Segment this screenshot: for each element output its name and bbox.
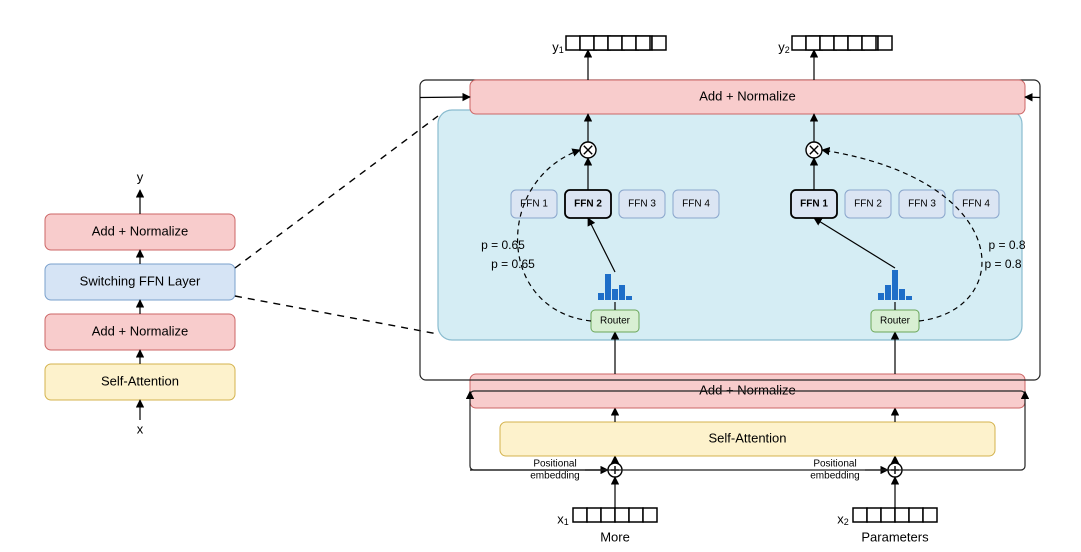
x-label-0: x1	[557, 511, 569, 527]
y-label-0: y1	[552, 39, 564, 55]
y-label-1: y2	[778, 39, 790, 55]
svg-text:p = 0.65: p = 0.65	[491, 257, 535, 271]
p-label-1: p = 0.8	[988, 238, 1025, 252]
svg-text:FFN 4: FFN 4	[682, 199, 710, 210]
svg-text:Self-Attention: Self-Attention	[101, 373, 179, 388]
svg-text:Add + Normalize: Add + Normalize	[92, 323, 188, 338]
svg-text:Add + Normalize: Add + Normalize	[92, 223, 188, 238]
x-label-1: x2	[837, 511, 849, 527]
svg-text:FFN 3: FFN 3	[908, 199, 936, 210]
svg-text:Positional: Positional	[813, 459, 856, 470]
svg-text:Add + Normalize: Add + Normalize	[699, 88, 795, 103]
svg-text:p = 0.8: p = 0.8	[984, 257, 1021, 271]
svg-text:y: y	[137, 169, 144, 184]
svg-text:x: x	[137, 421, 144, 436]
svg-text:Positional: Positional	[533, 459, 576, 470]
zoom-line-top	[235, 116, 438, 268]
y-tokens-1	[792, 36, 876, 50]
input-tokens-1	[853, 508, 937, 522]
svg-text:Switching FFN Layer: Switching FFN Layer	[80, 273, 201, 288]
word-1: Parameters	[861, 529, 929, 544]
svg-text:Self-Attention: Self-Attention	[708, 430, 786, 445]
zoom-line-bottom	[235, 296, 438, 334]
svg-text:Router: Router	[600, 316, 631, 327]
svg-text:embedding: embedding	[810, 471, 859, 482]
svg-text:FFN 2: FFN 2	[574, 199, 602, 210]
switching-ffn-panel	[438, 110, 1022, 340]
svg-text:embedding: embedding	[530, 471, 579, 482]
p-label-0: p = 0.65	[481, 238, 525, 252]
svg-text:FFN 1: FFN 1	[800, 199, 828, 210]
word-0: More	[600, 529, 630, 544]
svg-text:FFN 3: FFN 3	[628, 199, 656, 210]
svg-text:Router: Router	[880, 316, 911, 327]
y-tokens-0	[566, 36, 650, 50]
svg-text:FFN 2: FFN 2	[854, 199, 882, 210]
svg-text:FFN 4: FFN 4	[962, 199, 990, 210]
svg-text:Add + Normalize: Add + Normalize	[699, 382, 795, 397]
input-tokens-0	[573, 508, 657, 522]
